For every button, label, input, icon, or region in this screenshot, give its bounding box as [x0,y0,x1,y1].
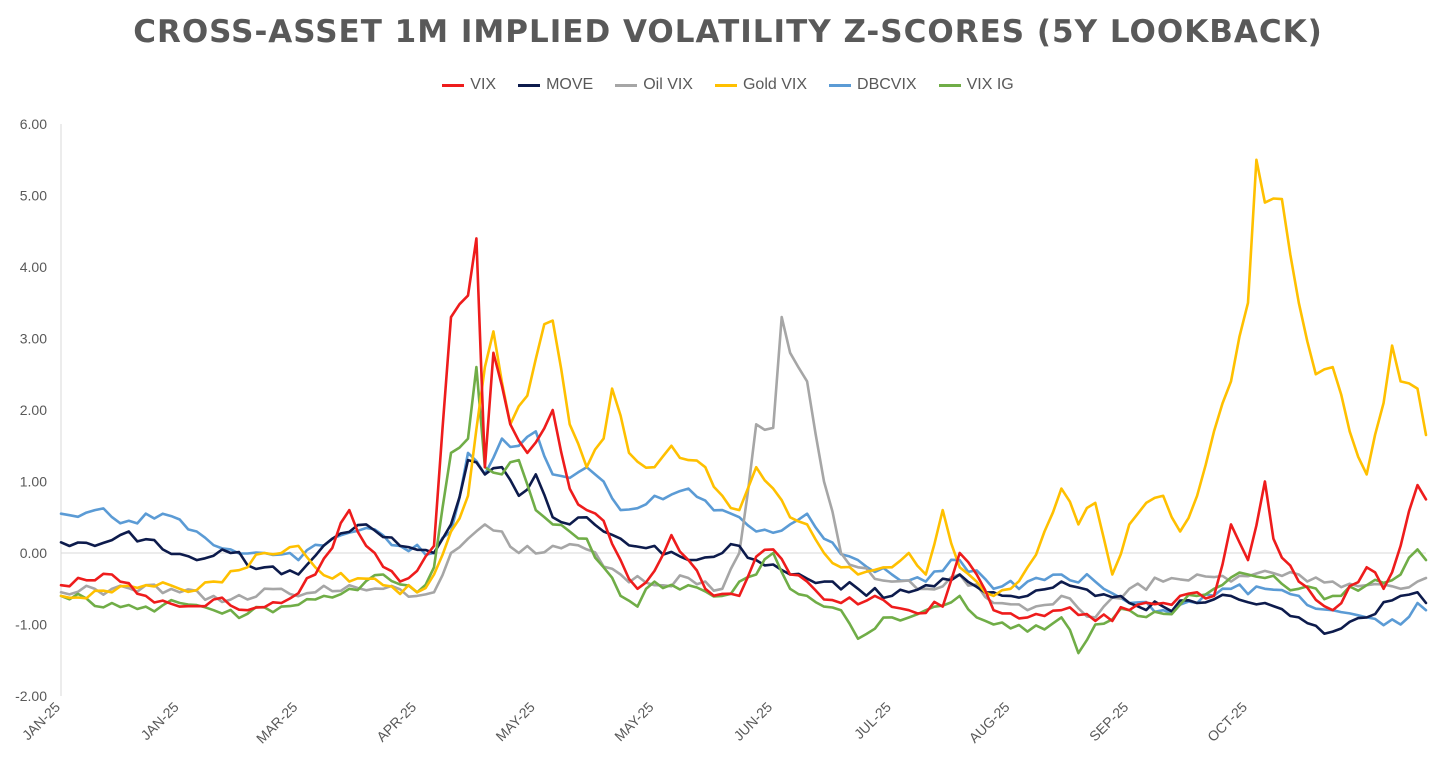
y-tick-label: 0.00 [20,545,47,561]
legend-swatch-gold-vix [714,83,737,87]
legend-item-oil-vix: Oil VIX [615,76,693,94]
x-tick-label: JAN-25 [137,699,181,743]
series-line-vix [59,237,1428,623]
x-tick-label: MAR-25 [253,699,301,747]
legend-swatch-oil-vix [615,83,638,87]
y-tick-label: 3.00 [20,331,47,347]
y-tick-label: 1.00 [20,474,47,490]
y-tick-label: -2.00 [15,688,47,704]
series-line-oil-vix [59,315,1428,619]
legend-label-dbcvix: DBCVIX [857,76,917,93]
legend-item-dbcvix: DBCVIX [829,76,917,94]
legend-label-move: MOVE [546,76,594,93]
legend-item-gold-vix: Gold VIX [714,76,808,94]
legend-swatch-vix-ig [938,83,961,87]
chart-title: CROSS-ASSET 1M IMPLIED VOLATILITY Z-SCOR… [133,14,1323,50]
series-line-vix-ig [59,365,1428,655]
legend-swatch-dbcvix [829,83,852,87]
x-tick-label: MAY-25 [492,699,538,745]
series-line-gold-vix [59,158,1428,600]
y-tick-label: 4.00 [20,259,47,275]
legend-label-vix-ig: VIX IG [966,76,1014,93]
y-tick-label: 5.00 [20,188,47,204]
legend-label-gold-vix: Gold VIX [742,76,808,93]
legend-item-vix-ig: VIX IG [938,76,1014,94]
y-tick-label: -1.00 [15,617,47,633]
legend-item-move: MOVE [518,76,593,94]
legend-item-vix: VIX [442,76,496,94]
x-tick-label: JUL-25 [851,699,894,742]
legend-label-oil-vix: Oil VIX [643,76,693,93]
legend-swatch-vix [442,83,465,87]
x-tick-label: OCT-25 [1204,699,1250,745]
legend-label-vix: VIX [470,76,497,93]
x-tick-label: MAY-25 [611,699,657,745]
x-tick-label: SEP-25 [1086,699,1132,745]
x-tick-label: APR-25 [373,699,419,745]
y-tick-label: 2.00 [20,402,47,418]
x-tick-label: JAN-25 [19,699,63,743]
x-tick-label: AUG-25 [966,699,1013,746]
legend-swatch-move [518,83,541,87]
legend: VIX MOVE Oil VIX Gold VIX DBCVIX VIX IG [0,76,1456,94]
series-line-move [59,458,1428,635]
x-tick-label: JUN-25 [730,699,775,744]
y-tick-label: 6.00 [20,116,47,132]
